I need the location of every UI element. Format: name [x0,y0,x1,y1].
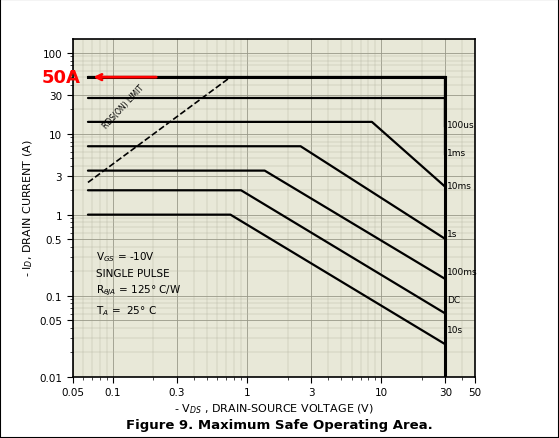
Text: V$_{GS}$ = -10V
SINGLE PULSE
R$_{\theta JA}$ = 125° C/W
T$_{A}$ =  25° C: V$_{GS}$ = -10V SINGLE PULSE R$_{\theta … [96,250,182,317]
Text: 50A: 50A [41,69,80,87]
Text: 1s: 1s [447,230,458,239]
X-axis label: - V$_{DS}$ , DRAIN-SOURCE VOLTAGE (V): - V$_{DS}$ , DRAIN-SOURCE VOLTAGE (V) [174,401,374,415]
Y-axis label: - I$_{D}$, DRAIN CURRENT (A): - I$_{D}$, DRAIN CURRENT (A) [21,139,35,277]
Text: DC: DC [447,295,461,304]
Text: 100us: 100us [447,121,475,130]
Text: 100ms: 100ms [447,267,478,276]
Text: Figure 9. Maximum Safe Operating Area.: Figure 9. Maximum Safe Operating Area. [126,418,433,431]
Text: 10ms: 10ms [447,181,472,191]
Text: RDS(ON) LIMIT: RDS(ON) LIMIT [101,83,146,130]
Text: 10s: 10s [447,325,463,334]
Text: 1ms: 1ms [447,149,466,158]
